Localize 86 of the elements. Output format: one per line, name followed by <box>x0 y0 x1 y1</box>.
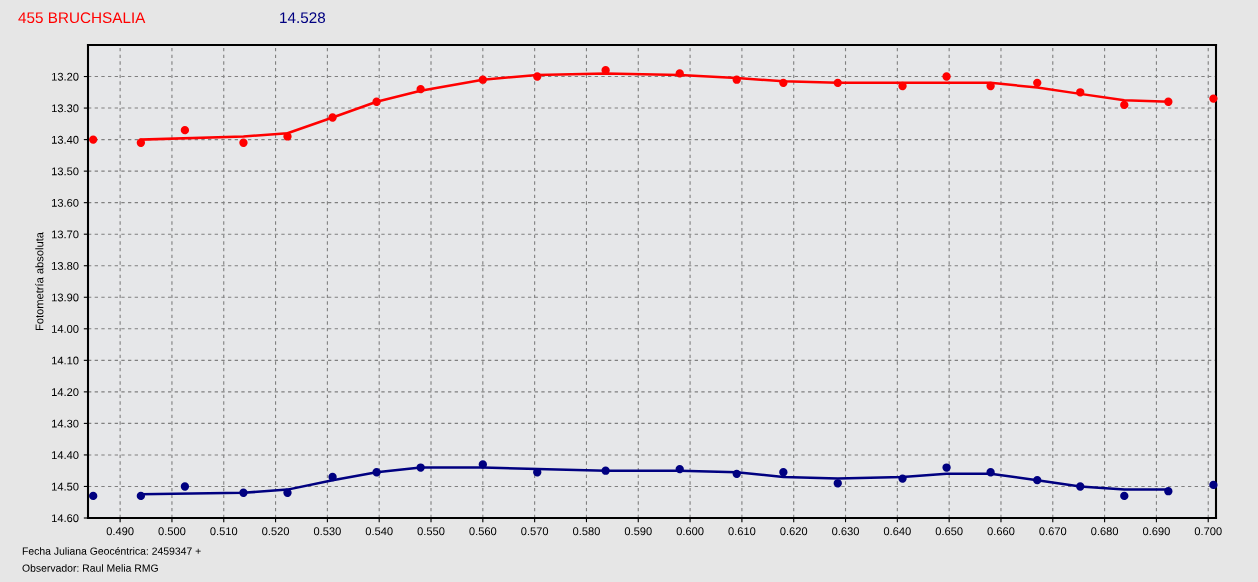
y-tick-label: 13.50 <box>52 167 79 176</box>
y-tick-label: 14.30 <box>52 419 79 428</box>
x-tick-label: 0.690 <box>1142 527 1170 536</box>
x-tick-label: 0.570 <box>521 527 549 536</box>
point <box>986 81 995 91</box>
y-tick-label: 14.10 <box>52 356 79 365</box>
x-tick-label: 0.520 <box>262 527 290 536</box>
x-tick-label: 0.490 <box>106 527 134 536</box>
point <box>416 463 425 472</box>
chart-subtitle: 14.528 <box>280 12 326 24</box>
point <box>328 113 337 122</box>
x-tick-label: 0.610 <box>728 527 756 536</box>
point <box>1033 475 1042 485</box>
point <box>1164 97 1173 106</box>
point <box>942 463 951 472</box>
point <box>1209 480 1218 490</box>
x-tick-label: 0.620 <box>780 527 808 536</box>
y-tick-label: 13.30 <box>52 104 79 113</box>
y-tick-label: 13.90 <box>52 293 79 302</box>
x-tick-label: 0.630 <box>832 527 859 536</box>
y-tick-label: 14.00 <box>52 325 79 333</box>
point <box>478 460 487 469</box>
chart-title: 455 BRUCHSALIA <box>18 12 146 24</box>
y-tick-label: 14.50 <box>52 482 79 491</box>
point <box>180 482 190 491</box>
point <box>239 138 248 147</box>
point <box>1120 491 1129 501</box>
point <box>416 84 425 94</box>
x-tick-label: 0.700 <box>1194 527 1222 536</box>
x-tick-label: 0.500 <box>158 527 186 536</box>
point <box>372 97 381 106</box>
text: Observador: Raul Melia RMG <box>22 564 158 572</box>
point <box>779 78 788 88</box>
text: Fecha Juliana Geocéntrica: 2459347 + <box>22 547 201 555</box>
point <box>1209 94 1218 103</box>
point <box>898 81 907 91</box>
x-tick-label: 0.680 <box>1091 527 1119 536</box>
y-tick-label: 13.40 <box>52 135 79 144</box>
y-tick-label: 14.20 <box>52 388 79 396</box>
point <box>1120 100 1129 110</box>
point <box>372 468 381 477</box>
point <box>833 479 842 488</box>
x-tick-label: 0.650 <box>935 527 963 536</box>
y-tick-label: 13.20 <box>52 72 79 81</box>
x-tick-label: 0.540 <box>365 527 393 536</box>
point <box>675 69 684 78</box>
point <box>136 138 146 147</box>
x-tick-label: 0.640 <box>883 527 911 536</box>
x-tick-label: 0.510 <box>210 527 238 536</box>
y-tick-label: 14.40 <box>52 451 79 460</box>
point <box>136 491 146 501</box>
point <box>239 488 248 497</box>
point <box>328 472 337 482</box>
x-tick-label: 0.580 <box>572 527 600 536</box>
point <box>180 125 190 135</box>
point <box>601 466 610 475</box>
point <box>942 72 951 81</box>
point <box>1076 482 1085 491</box>
point <box>1033 78 1042 88</box>
point <box>833 78 842 88</box>
point <box>283 488 292 497</box>
point <box>89 135 98 144</box>
point <box>1076 88 1085 97</box>
x-tick-label: 0.670 <box>1039 527 1067 536</box>
x-tick-label: 0.550 <box>417 527 445 536</box>
point <box>779 468 788 477</box>
point <box>89 491 98 501</box>
point <box>732 469 741 479</box>
x-tick-label: 0.600 <box>676 527 704 536</box>
point <box>675 464 684 474</box>
point <box>533 72 542 81</box>
y-tick-label: 13.60 <box>52 198 79 207</box>
y-tick-label: 14.60 <box>52 514 79 523</box>
x-tick-label: 0.660 <box>987 527 1015 536</box>
x-tick-label: 0.530 <box>313 527 341 536</box>
point <box>732 75 741 84</box>
y-axis-title: Fotometría absoluta <box>35 232 44 330</box>
point <box>1164 487 1173 496</box>
x-tick-label: 0.590 <box>624 527 652 536</box>
y-tick-label: 13.80 <box>52 262 79 270</box>
x-tick-label: 0.560 <box>469 527 497 536</box>
point <box>478 75 487 84</box>
y-tick-label: 13.70 <box>52 230 79 239</box>
point <box>898 474 907 483</box>
point <box>986 468 995 477</box>
point <box>283 132 292 141</box>
